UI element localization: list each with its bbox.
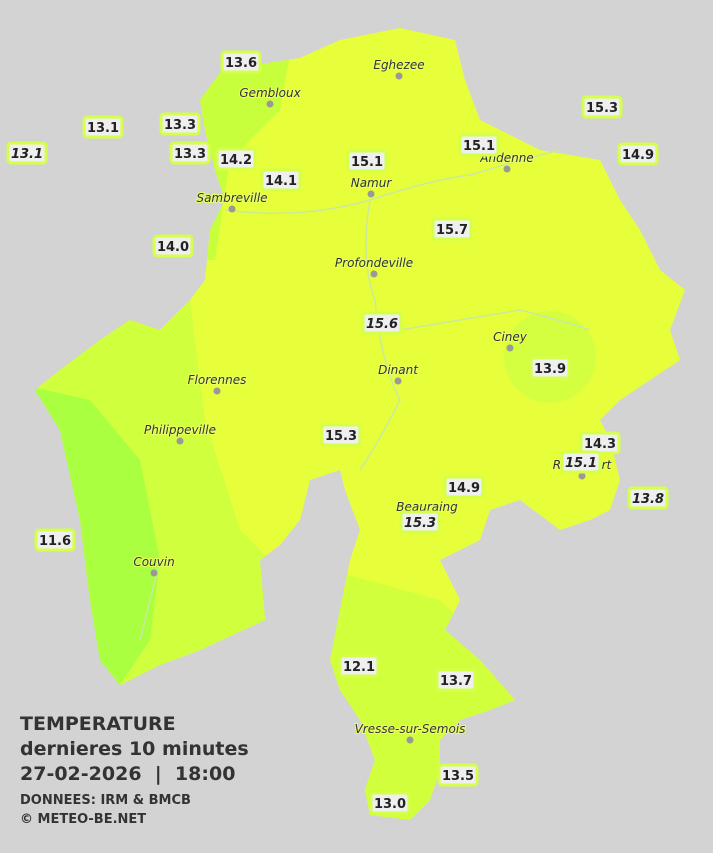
station-box [617,142,659,166]
city-dot [370,270,378,278]
source: DONNEES: IRM & BMCB [20,793,191,808]
city-label: Gembloux [239,86,301,100]
station-box [260,168,302,192]
city-dot [578,472,586,480]
station-box [361,311,403,335]
city-label: Namur [351,176,393,190]
station-box [169,141,211,165]
station-value: 15.3 [586,101,618,116]
city-dot [503,165,511,173]
city-label: Vresse-sur-Semois [355,722,466,736]
station-box [320,423,362,447]
city-label: Eghezee [373,58,424,72]
station-value: 13.8 [632,492,664,507]
station-box [437,763,479,787]
station-box [338,654,380,678]
city-dot [228,205,236,213]
station-box [346,149,388,173]
city-label: Sambreville [196,191,267,205]
station-value: 13.1 [11,147,43,162]
city-label: Couvin [133,555,174,569]
station-box [529,356,571,380]
station-value: 15.3 [404,516,436,531]
subtitle: dernieres 10 minutes [20,738,249,760]
station-value: 13.3 [164,118,196,133]
station-value: 15.6 [366,317,398,332]
station-value: 13.7 [440,674,472,689]
station-value: 13.1 [87,121,119,136]
station-value: 14.9 [622,148,654,163]
station-value: 15.3 [325,429,357,444]
station-box [82,115,124,139]
station-value: 15.1 [565,456,597,471]
station-value: 14.9 [448,481,480,496]
city-label: Philippeville [144,423,216,437]
station-box [560,450,602,474]
station-box [369,791,411,815]
station-box [627,486,669,510]
station-value: 13.9 [534,362,566,377]
station-box [220,50,262,74]
station-value: 11.6 [39,534,71,549]
heading: TEMPERATURE [20,713,176,735]
city-label: Florennes [188,373,247,387]
station-box [152,234,194,258]
station-value: 13.6 [225,56,257,71]
station-value: 14.2 [220,153,252,168]
city-dot [394,377,402,385]
station-value: 14.3 [584,437,616,452]
city-dot [506,344,514,352]
station-value: 14.1 [265,174,297,189]
station-value: 14.0 [157,240,189,255]
station-value: 12.1 [343,660,375,675]
station-box [34,528,76,552]
city-dot [213,387,221,395]
station-value: 13.3 [174,147,206,162]
station-value: 13.5 [442,769,474,784]
city-label: Profondeville [335,256,413,270]
city-dot [406,736,414,744]
station-box [458,133,500,157]
station-box [6,141,48,165]
station-box [435,668,477,692]
city-dot [176,437,184,445]
station-box [159,112,201,136]
datetime: 27-02-2026 | 18:00 [20,763,235,785]
station-value: 15.1 [351,155,383,170]
station-box [215,147,257,171]
station-value: 13.0 [374,797,406,812]
station-box [431,217,473,241]
city-dot [367,190,375,198]
rivers [139,149,591,641]
city-dot [150,569,158,577]
city-dot [266,100,274,108]
station-box [581,95,623,119]
station-box [443,475,485,499]
city-label: Ciney [493,330,528,344]
city-dot [395,72,403,80]
station-box [399,510,441,534]
credit: © METEO-BE.NET [20,812,146,827]
station-value: 15.7 [436,223,468,238]
station-value: 15.1 [463,139,495,154]
city-label: Dinant [378,363,419,377]
